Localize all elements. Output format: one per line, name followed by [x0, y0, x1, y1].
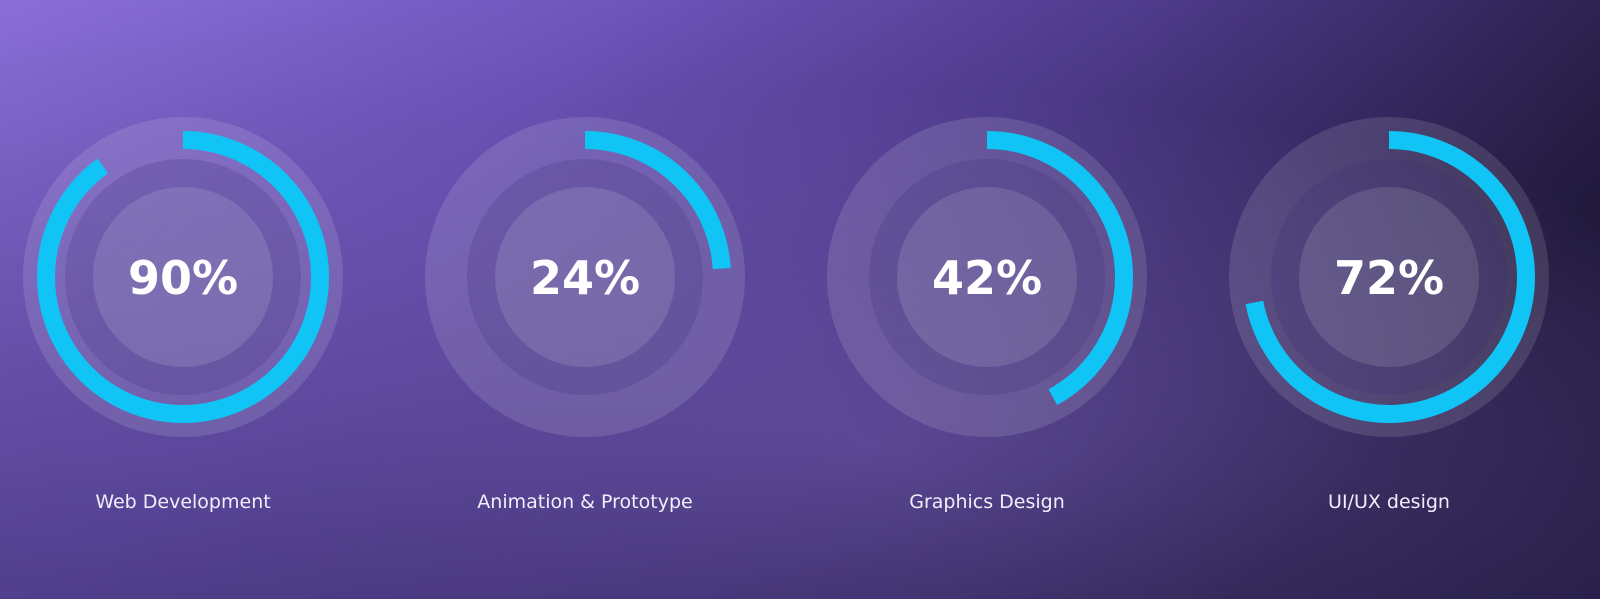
ring-inner — [1271, 159, 1507, 395]
ring-inner — [467, 159, 703, 395]
progress-arc — [1243, 131, 1535, 423]
ring-backdrop — [23, 117, 343, 437]
progress-arc — [439, 131, 731, 423]
ring-core — [93, 187, 273, 367]
ring-backdrop — [827, 117, 1147, 437]
ring-inner — [65, 159, 301, 395]
skill-label: UI/UX design — [1328, 491, 1450, 513]
percent-label: 90% — [128, 251, 238, 305]
skill-label: Web Development — [95, 491, 270, 513]
ring-backdrop — [425, 117, 745, 437]
skill-card: 90% Web Development — [23, 117, 343, 513]
percent-label: 72% — [1334, 251, 1444, 305]
skill-label: Graphics Design — [909, 491, 1065, 513]
progress-arc — [841, 131, 1133, 423]
progress-arc — [37, 131, 329, 423]
ring-backdrop — [1229, 117, 1549, 437]
ring-core — [897, 187, 1077, 367]
ring-inner — [869, 159, 1105, 395]
skill-card: 24% Animation & Prototype — [425, 117, 745, 513]
percent-label: 42% — [932, 251, 1042, 305]
ring-core — [1299, 187, 1479, 367]
skill-card: 72% UI/UX design — [1229, 117, 1549, 513]
ring-core — [495, 187, 675, 367]
skill-rings: 90% Web Development 24% Animation & Prototy… — [23, 117, 1549, 513]
skill-card: 42% Graphics Design — [827, 117, 1147, 513]
percent-label: 24% — [530, 251, 640, 305]
skill-label: Animation & Prototype — [477, 491, 692, 513]
